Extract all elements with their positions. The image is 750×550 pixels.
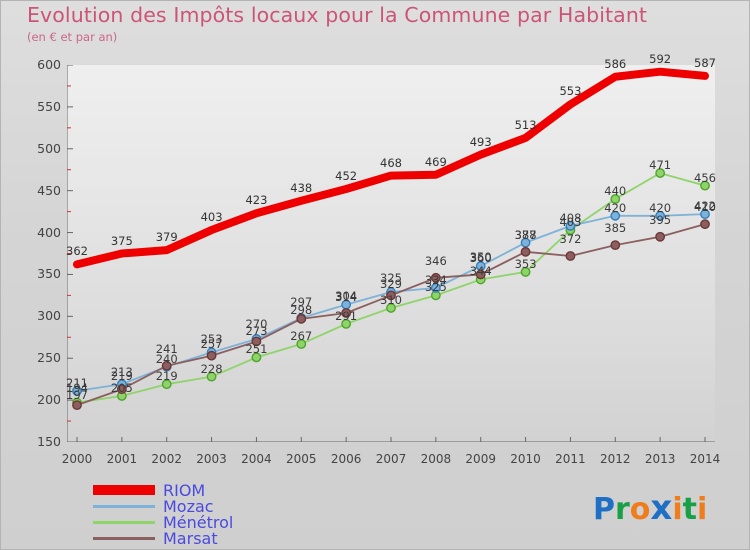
legend-label: Ménétrol: [163, 513, 234, 532]
y-axis-tick-label: 250: [37, 350, 61, 366]
logo-letter-i1: i: [672, 492, 683, 527]
y-axis-tick-label: 350: [37, 266, 61, 282]
y-axis-tick-label: 150: [37, 434, 61, 449]
legend-label: RIOM: [163, 481, 206, 500]
data-point-label: 592: [649, 51, 672, 66]
x-axis-tick-label: 2006: [330, 452, 362, 466]
plot-area: [67, 65, 715, 442]
page-title: Evolution des Impôts locaux pour la Comm…: [27, 3, 648, 27]
x-axis-tick-label: 2012: [600, 452, 631, 466]
y-axis-tick-label: 200: [37, 392, 61, 408]
y-axis-tick-label: 400: [37, 224, 61, 240]
logo-letter-p: P: [593, 492, 615, 527]
x-axis-tick-label: 2010: [510, 452, 541, 466]
x-axis-tick-label: 2009: [465, 452, 496, 466]
proxiti-logo: Proxiti: [593, 488, 707, 528]
x-axis-tick-label: 2014: [689, 452, 721, 466]
legend-swatch: [93, 505, 155, 508]
x-axis-tick-label: 2001: [106, 452, 138, 466]
logo-letter-o: o: [629, 492, 651, 527]
page-subtitle: (en € et par an): [27, 30, 118, 44]
x-axis-tick-label: 2008: [420, 452, 452, 466]
plot-background: [67, 65, 715, 442]
y-axis-tick-label: 600: [37, 57, 61, 72]
x-axis-tick-label: 2003: [196, 452, 227, 466]
x-axis-tick-label: 2007: [375, 452, 407, 466]
legend-swatch: [93, 485, 155, 495]
logo-letter-r: r: [615, 492, 630, 527]
y-axis-tick-label: 450: [37, 182, 61, 198]
x-axis-tick-label: 2005: [286, 452, 317, 466]
legend-swatch: [93, 521, 155, 524]
legend-label: Marsat: [163, 529, 218, 548]
y-axis-tick-label: 550: [37, 98, 61, 114]
logo-letter-i2: i: [697, 492, 708, 527]
legend-label: Mozac: [163, 497, 214, 516]
x-axis-tick-label: 2004: [241, 452, 272, 466]
x-axis-tick-label: 2011: [555, 452, 586, 466]
chart-lines: [67, 65, 715, 442]
y-axis-tick-label: 500: [37, 140, 61, 156]
legend-swatch: [93, 537, 155, 540]
logo-letter-t: t: [682, 492, 697, 527]
x-axis-tick-label: 2002: [151, 452, 182, 466]
logo-letter-x: x: [650, 488, 673, 528]
y-axis-tick-label: 300: [37, 308, 61, 324]
x-axis-tick-label: 2013: [644, 452, 676, 466]
x-axis-tick-label: 2000: [61, 452, 93, 466]
